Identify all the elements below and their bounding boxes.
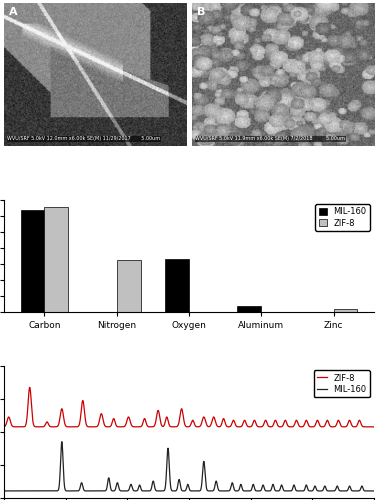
ZIF-8	[28, 384, 32, 390]
ZIF-8	[91, 424, 96, 430]
ZIF-8	[88, 424, 92, 430]
ZIF-8	[2, 424, 6, 430]
MIL-160	[88, 488, 92, 494]
MIL-160	[91, 488, 96, 494]
Bar	[165, 259, 189, 312]
MIL-160	[167, 474, 172, 480]
Line: MIL-160: MIL-160	[4, 442, 374, 491]
ZIF-8	[141, 418, 146, 424]
Bar	[45, 207, 68, 312]
Bar	[117, 260, 141, 312]
Text: WVU/SRF 5.0kV 12.0mm x6.00k SE(M) 11/29/2017       5.00um: WVU/SRF 5.0kV 12.0mm x6.00k SE(M) 11/29/…	[8, 136, 161, 141]
Bar	[237, 306, 261, 312]
ZIF-8	[369, 424, 373, 430]
Text: WVU/SRF 5.0kV 11.9mm x6.00k SE(M) 7/2/2018         5.00um: WVU/SRF 5.0kV 11.9mm x6.00k SE(M) 7/2/20…	[195, 136, 345, 141]
Text: B: B	[197, 7, 206, 17]
MIL-160	[60, 438, 64, 444]
Bar	[333, 308, 357, 312]
Bar	[21, 210, 45, 312]
MIL-160	[372, 488, 376, 494]
ZIF-8	[90, 424, 94, 430]
Legend: MIL-160, ZIF-8: MIL-160, ZIF-8	[315, 204, 370, 231]
ZIF-8	[372, 424, 376, 430]
MIL-160	[90, 488, 94, 494]
MIL-160	[2, 488, 6, 494]
Line: ZIF-8: ZIF-8	[4, 388, 374, 427]
Text: A: A	[9, 7, 18, 17]
MIL-160	[369, 488, 373, 494]
ZIF-8	[369, 424, 373, 430]
Legend: ZIF-8, MIL-160: ZIF-8, MIL-160	[314, 370, 370, 398]
MIL-160	[141, 488, 146, 494]
ZIF-8	[167, 423, 172, 429]
